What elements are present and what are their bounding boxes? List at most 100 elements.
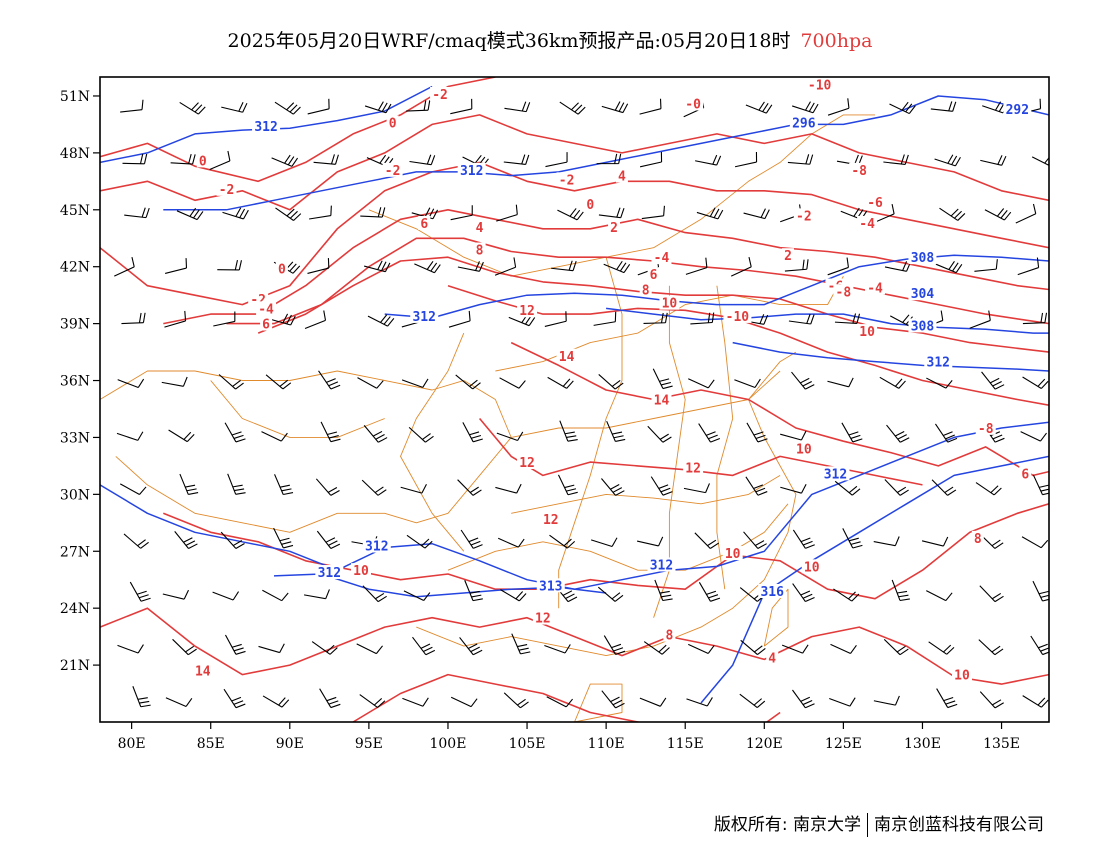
height-label-bg: [457, 162, 486, 177]
wind-barb: [596, 153, 622, 165]
wind-barb: [460, 529, 483, 549]
temperature-isoline: [163, 209, 1049, 325]
wind-barb: [833, 588, 860, 602]
wind-barb: [590, 537, 618, 548]
wind-barb: [170, 154, 196, 165]
height-label-bg: [758, 584, 787, 598]
height-label: 296: [792, 116, 816, 131]
wind-barb: [356, 643, 383, 655]
height-label: 308: [911, 251, 935, 266]
wind-barb: [934, 154, 961, 167]
wind-barb: [546, 696, 573, 708]
temperature-label: 12: [519, 304, 535, 319]
temperature-isoline: [163, 503, 1049, 600]
temperature-label-bg: [473, 242, 486, 257]
temperature-label-bg: [723, 308, 752, 323]
wind-barb: [406, 100, 431, 112]
wind-barb: [318, 370, 341, 390]
wind-barb: [557, 474, 578, 496]
wind-barb: [313, 154, 339, 165]
wind-barb: [504, 101, 531, 113]
wind-barb: [694, 532, 719, 549]
height-label-bg: [908, 318, 937, 333]
province-boundary: [574, 683, 623, 722]
wind-barb: [647, 425, 672, 443]
temperature-label: -8: [978, 422, 994, 437]
temperature-label: 4: [768, 651, 776, 666]
temperature-label: 12: [519, 456, 535, 471]
wind-barb: [636, 536, 664, 547]
height-label: 312: [365, 539, 388, 554]
x-tick-label: 125E: [825, 736, 862, 752]
wind-barb: [597, 586, 624, 602]
temperature-labels: -10-2-000-2-2-24-8-60-2-46428-42068-6-8-…: [192, 77, 1032, 683]
temperature-label-bg: [971, 530, 984, 545]
wind-barb: [969, 310, 991, 329]
temperature-label-bg: [975, 420, 996, 435]
temperature-label-bg: [647, 267, 660, 282]
temperature-label: 12: [543, 513, 559, 528]
temperature-label-bg: [1019, 466, 1032, 481]
wind-barb: [1017, 257, 1040, 276]
temperature-label-bg: [556, 348, 577, 363]
temperature-label-bg: [952, 667, 973, 682]
wind-barb: [496, 431, 524, 442]
x-tick-label: 90E: [276, 736, 304, 752]
wind-barb: [116, 431, 144, 441]
temperature-label-bg: [196, 153, 209, 168]
wind-barb: [739, 693, 766, 709]
wind-barb: [309, 205, 332, 220]
province-boundary: [716, 285, 734, 590]
wind-barb: [497, 537, 525, 548]
wind-barb: [1020, 431, 1047, 442]
wind-barb: [886, 424, 910, 443]
wind-barb: [132, 686, 151, 708]
temperature-isoline: [100, 607, 1049, 685]
wind-barb: [315, 478, 340, 496]
temperature-label: 4: [618, 170, 626, 185]
wind-barb: [926, 377, 953, 389]
wind-barb: [979, 585, 1004, 603]
y-tick-label: 24N: [60, 601, 90, 617]
wind-barb: [834, 480, 861, 496]
y-tick-label: 33N: [60, 430, 90, 446]
wind-barb: [639, 152, 663, 168]
temperature-label: -2: [559, 173, 575, 188]
wind-barb: [179, 101, 206, 115]
height-label-bg: [908, 286, 937, 301]
province-boundary: [511, 475, 781, 514]
wind-barb: [601, 690, 625, 709]
height-label-bg: [362, 538, 391, 553]
height-label: 312: [650, 558, 673, 573]
temperature-label: 0: [199, 154, 207, 169]
wind-barb: [695, 154, 722, 166]
wind-barb: [784, 259, 809, 272]
height-label-bg: [1003, 102, 1032, 117]
wind-barb: [551, 260, 577, 272]
height-label-bg: [536, 578, 565, 593]
temperature-label-bg: [782, 248, 795, 263]
temperature-label: -4: [859, 217, 875, 232]
temperature-label-bg: [651, 392, 672, 407]
wind-barb: [161, 376, 188, 387]
height-isoline: [732, 341, 1049, 372]
temperature-label-bg: [722, 546, 743, 561]
map-title: 2025年05月20日WRF/cmaq模式36km预报产品:05月20日18时 7…: [0, 26, 1100, 53]
wind-barb: [117, 644, 144, 654]
wind-barb: [400, 484, 427, 494]
wind-barb: [873, 204, 895, 224]
wind-barb: [401, 378, 429, 388]
wind-barb: [414, 261, 441, 274]
height-isoline: [606, 307, 1049, 334]
wind-barb: [698, 423, 721, 443]
height-isoline: [100, 421, 1049, 590]
temperature-label-bg: [663, 627, 676, 642]
wind-barb: [643, 312, 668, 325]
wind-barb: [360, 207, 386, 218]
wind-barb: [1031, 156, 1049, 166]
wind-barb: [834, 313, 861, 324]
height-label: 312: [927, 355, 950, 370]
temperature-label-bg: [386, 115, 399, 130]
temperature-label-bg: [350, 563, 371, 578]
